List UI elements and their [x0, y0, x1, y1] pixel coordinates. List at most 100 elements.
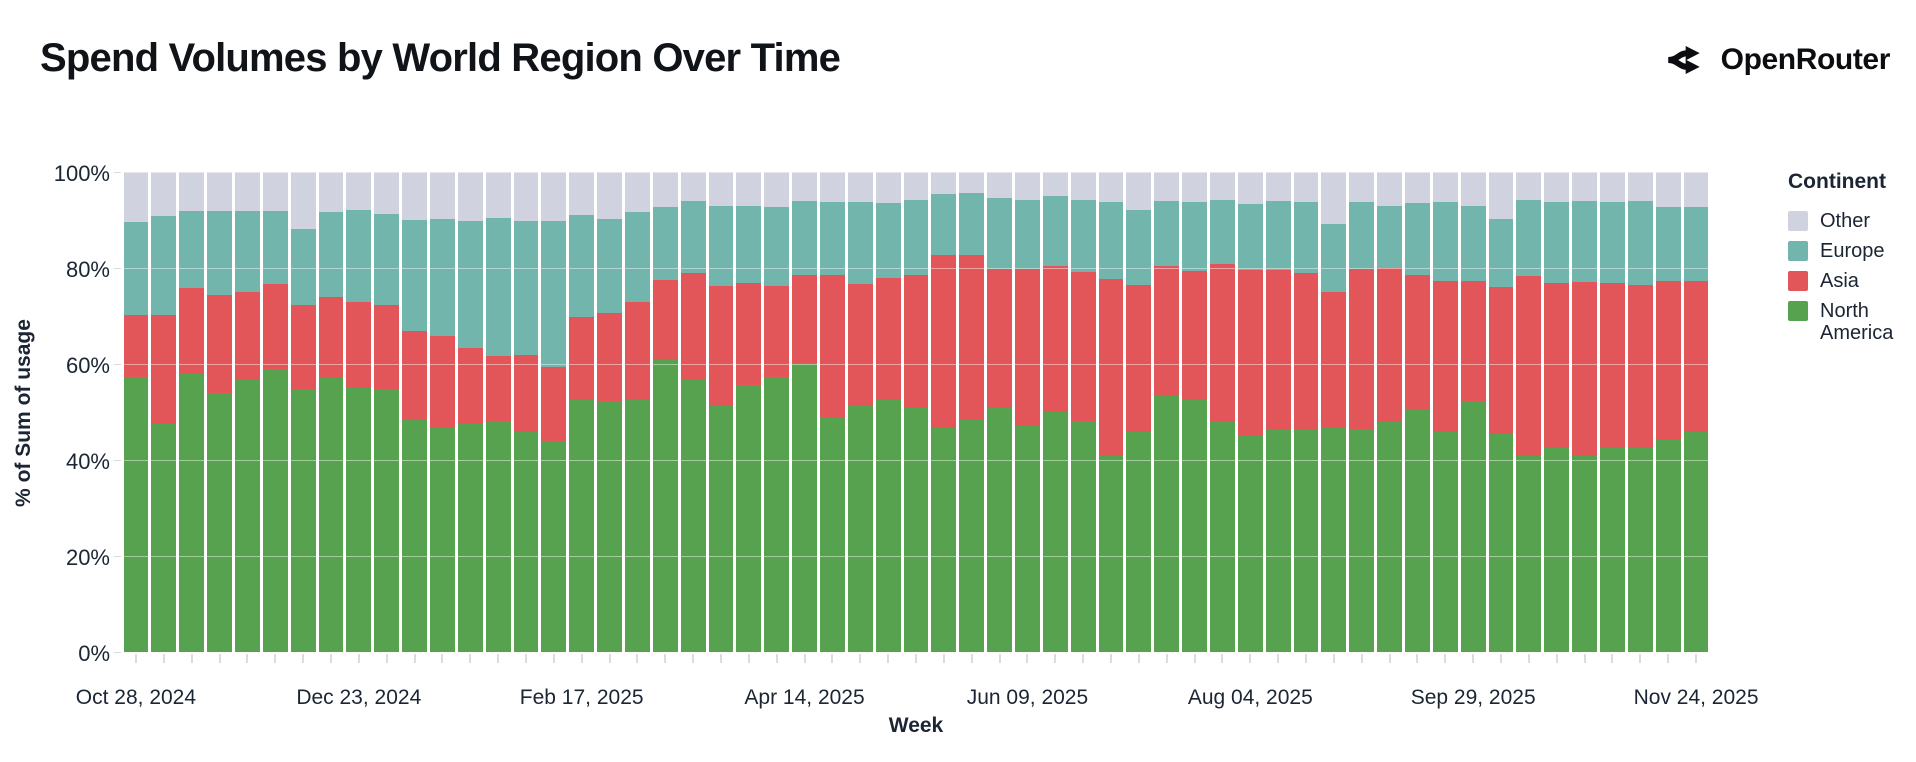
bar-segment-asia[interactable]	[402, 330, 427, 420]
bar-segment-other[interactable]	[541, 172, 567, 222]
bar-segment-north-america[interactable]	[457, 422, 483, 652]
bar-segment-other[interactable]	[1070, 172, 1096, 201]
bar-segment-asia[interactable]	[597, 312, 622, 402]
legend-item-north-america[interactable]: North America	[1788, 300, 1912, 344]
bar-segment-europe[interactable]	[1237, 203, 1263, 271]
bar-segment-other[interactable]	[1432, 172, 1458, 203]
bar-segment-asia[interactable]	[1544, 282, 1570, 447]
bar-segment-other[interactable]	[1154, 172, 1180, 201]
bar-segment-north-america[interactable]	[987, 408, 1012, 652]
bar-segment-asia[interactable]	[1349, 269, 1375, 430]
bar-segment-other[interactable]	[262, 172, 288, 211]
bar-segment-asia[interactable]	[1210, 264, 1235, 423]
bar-segment-europe[interactable]	[485, 217, 511, 357]
bar-segment-north-america[interactable]	[624, 399, 650, 652]
bar-segment-europe[interactable]	[1210, 200, 1235, 265]
bar-segment-other[interactable]	[1600, 172, 1625, 203]
bar-segment-asia[interactable]	[513, 354, 539, 432]
bar-segment-europe[interactable]	[875, 203, 901, 279]
bar-segment-north-america[interactable]	[1377, 422, 1403, 652]
bar-segment-asia[interactable]	[1600, 282, 1625, 449]
bar-segment-north-america[interactable]	[1182, 398, 1208, 652]
bar-segment-other[interactable]	[987, 172, 1012, 199]
bar-segment-north-america[interactable]	[1237, 435, 1263, 652]
bar-segment-europe[interactable]	[429, 218, 455, 336]
bar-segment-other[interactable]	[1015, 172, 1040, 200]
bar-segment-asia[interactable]	[262, 283, 288, 369]
bar-segment-europe[interactable]	[792, 200, 817, 275]
bar-segment-europe[interactable]	[1655, 206, 1681, 281]
bar-segment-other[interactable]	[1683, 172, 1709, 208]
bar-segment-asia[interactable]	[1237, 270, 1263, 436]
bar-segment-north-america[interactable]	[513, 431, 539, 652]
bar-segment-asia[interactable]	[708, 286, 734, 406]
bar-segment-asia[interactable]	[1655, 280, 1681, 439]
bar-segment-north-america[interactable]	[318, 378, 344, 652]
bar-segment-other[interactable]	[597, 172, 622, 219]
bar-segment-other[interactable]	[959, 172, 985, 193]
bar-segment-other[interactable]	[1627, 172, 1653, 202]
bar-segment-other[interactable]	[318, 172, 344, 213]
bar-segment-europe[interactable]	[1516, 200, 1542, 277]
bar-segment-other[interactable]	[457, 172, 483, 221]
bar-segment-north-america[interactable]	[597, 401, 622, 652]
bar-segment-asia[interactable]	[429, 335, 455, 427]
bar-segment-asia[interactable]	[1126, 284, 1152, 432]
bar-segment-asia[interactable]	[1154, 266, 1180, 395]
bar-segment-asia[interactable]	[1460, 281, 1486, 402]
bar-segment-asia[interactable]	[485, 356, 511, 421]
bar-segment-asia[interactable]	[541, 366, 567, 441]
bar-segment-other[interactable]	[736, 172, 762, 207]
bar-segment-north-america[interactable]	[1405, 410, 1430, 652]
bar-segment-europe[interactable]	[1293, 201, 1319, 273]
bar-segment-europe[interactable]	[1042, 195, 1068, 267]
bar-segment-north-america[interactable]	[1460, 401, 1486, 652]
bar-segment-other[interactable]	[374, 172, 400, 214]
bar-segment-other[interactable]	[569, 172, 595, 215]
bar-segment-asia[interactable]	[290, 304, 316, 389]
bar-segment-other[interactable]	[875, 172, 901, 204]
bar-segment-north-america[interactable]	[374, 389, 400, 652]
bar-segment-north-america[interactable]	[346, 386, 372, 652]
bar-segment-other[interactable]	[1210, 172, 1235, 201]
bar-segment-europe[interactable]	[764, 206, 790, 286]
bar-segment-asia[interactable]	[959, 255, 985, 421]
bar-segment-europe[interactable]	[819, 201, 845, 276]
bar-segment-north-america[interactable]	[652, 358, 678, 652]
bar-segment-europe[interactable]	[680, 200, 706, 273]
bar-segment-other[interactable]	[1293, 172, 1319, 202]
bar-segment-europe[interactable]	[931, 193, 957, 256]
bar-segment-other[interactable]	[792, 172, 817, 201]
bar-segment-north-america[interactable]	[1488, 434, 1514, 652]
bar-segment-europe[interactable]	[903, 199, 929, 276]
bar-segment-asia[interactable]	[1572, 281, 1598, 457]
bar-segment-asia[interactable]	[1488, 287, 1514, 435]
bar-segment-north-america[interactable]	[1655, 438, 1681, 652]
bar-segment-asia[interactable]	[1015, 269, 1040, 427]
bar-segment-other[interactable]	[764, 172, 790, 207]
bar-segment-other[interactable]	[1405, 172, 1430, 203]
bar-segment-north-america[interactable]	[1126, 431, 1152, 652]
bar-segment-asia[interactable]	[346, 301, 372, 387]
bar-segment-other[interactable]	[1237, 172, 1263, 204]
bar-segment-other[interactable]	[1182, 172, 1208, 203]
bar-segment-asia[interactable]	[624, 302, 650, 400]
bar-segment-asia[interactable]	[1405, 274, 1430, 411]
bar-segment-other[interactable]	[123, 172, 149, 222]
bar-segment-other[interactable]	[429, 172, 455, 219]
bar-segment-other[interactable]	[402, 172, 427, 220]
bar-segment-asia[interactable]	[318, 296, 344, 379]
bar-segment-other[interactable]	[903, 172, 929, 200]
bar-segment-north-america[interactable]	[792, 363, 817, 652]
legend-item-europe[interactable]: Europe	[1788, 240, 1912, 262]
bar-segment-asia[interactable]	[1070, 271, 1096, 422]
bar-segment-europe[interactable]	[1432, 202, 1458, 281]
bar-segment-other[interactable]	[1460, 172, 1486, 207]
bar-segment-other[interactable]	[1126, 172, 1152, 210]
bar-segment-other[interactable]	[1655, 172, 1681, 207]
bar-segment-europe[interactable]	[1544, 202, 1570, 283]
bar-segment-asia[interactable]	[652, 279, 678, 359]
bar-segment-other[interactable]	[234, 172, 260, 211]
bar-segment-other[interactable]	[485, 172, 511, 218]
bar-segment-north-america[interactable]	[1572, 456, 1598, 652]
